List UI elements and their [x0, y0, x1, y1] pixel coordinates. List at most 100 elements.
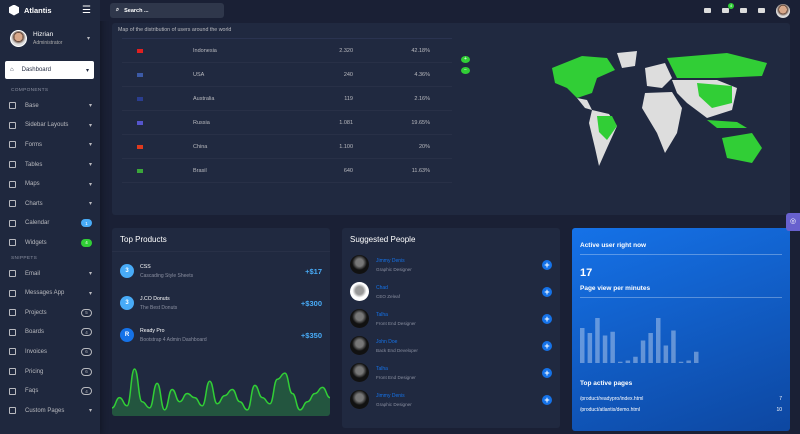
- sidebar-item-invoices[interactable]: Invoices 6: [0, 342, 100, 362]
- sidebar-item-pricing[interactable]: Pricing 6: [0, 362, 100, 382]
- pageview-bar: [640, 340, 646, 363]
- user-avatar[interactable]: [776, 3, 790, 18]
- add-person-button[interactable]: +: [542, 313, 552, 324]
- sidebar-item-calendar[interactable]: Calendar 1: [0, 214, 100, 234]
- top-products-card: Top Products 3 CSS Cascading Style Sheets +…: [112, 228, 330, 416]
- add-person-button[interactable]: +: [542, 394, 552, 405]
- user-percent: 42.18%: [411, 47, 430, 54]
- hamburger-menu-icon[interactable]: ☰: [82, 4, 91, 16]
- envelope-icon: [9, 270, 16, 278]
- flag-icon: [137, 48, 143, 53]
- add-person-button[interactable]: +: [542, 340, 552, 351]
- pageview-bar: [686, 360, 691, 363]
- person-name[interactable]: Jimmy Denis: [376, 392, 405, 399]
- sidebar-item-custom-pages[interactable]: Custom Pages ▾: [0, 401, 100, 421]
- suggested-people-title: Suggested People: [350, 235, 416, 244]
- product-desc: Bootstrap 4 Admin Dashboard: [140, 336, 207, 343]
- add-person-button[interactable]: +: [542, 367, 552, 378]
- person-name[interactable]: John Doe: [376, 338, 398, 345]
- flag-icon: [137, 144, 143, 149]
- person-name[interactable]: Jimmy Denis: [376, 257, 405, 264]
- map-zoom-in-button[interactable]: +: [461, 56, 470, 63]
- layers-icon[interactable]: [740, 8, 747, 13]
- bell-icon[interactable]: 4: [722, 3, 734, 13]
- search-icon: ⌕: [116, 7, 120, 13]
- page-path: /product/atlantis/demo.html: [580, 407, 641, 413]
- pageview-bar: [602, 335, 608, 363]
- person-item: Chad CEO Zeleaf +: [342, 278, 560, 305]
- user-percent: 19.65%: [411, 119, 430, 126]
- world-map[interactable]: [537, 48, 777, 178]
- user-profile[interactable]: Hizrian Administrator ▾: [0, 20, 100, 56]
- sidebar-item-charts[interactable]: Charts ▾: [0, 194, 100, 214]
- invoice-icon: [9, 348, 16, 356]
- logo[interactable]: Atlantis ☰: [0, 0, 100, 20]
- sidebar-item-sidebar-layouts[interactable]: Sidebar Layouts ▾: [0, 116, 100, 136]
- pageview-bar: [663, 345, 669, 363]
- map-indonesia: [707, 120, 747, 128]
- active-page-row[interactable]: /product/readypro/index.html 7: [580, 396, 782, 402]
- sidebar-item-base[interactable]: Base ▾: [0, 96, 100, 116]
- person-name[interactable]: Talha: [376, 365, 388, 372]
- sidebar-item-boards[interactable]: Boards 4: [0, 323, 100, 343]
- avatar: [350, 255, 369, 274]
- product-price: +$300: [300, 298, 322, 308]
- flag-icon: [137, 96, 143, 101]
- map-card: Map of the distribution of users around …: [112, 23, 790, 215]
- sidebar-item-dashboard[interactable]: ⌂ Dashboard ▾: [5, 61, 94, 79]
- sidebar-item-label: Maps: [25, 181, 40, 188]
- sidebar-item-label: Dashboard: [21, 67, 51, 73]
- sidebar-item-maps[interactable]: Maps ▾: [0, 174, 100, 194]
- person-job: CEO Zeleaf: [376, 293, 400, 299]
- caret-down-icon: ▾: [88, 271, 92, 278]
- pageview-bar: [648, 333, 653, 363]
- count-badge: 5: [81, 308, 92, 317]
- sidebar-item-label: Messages App: [25, 290, 65, 297]
- sidebar-item-widgets[interactable]: Widgets 4: [0, 233, 100, 253]
- search-input[interactable]: ⌕ Search ...: [110, 3, 224, 18]
- page-count: 10: [776, 407, 782, 413]
- add-person-button[interactable]: +: [542, 286, 552, 297]
- pageview-bar: [595, 318, 600, 363]
- product-name: J.CO Donuts: [140, 295, 170, 302]
- grid-icon[interactable]: [758, 8, 765, 13]
- envelope-icon[interactable]: [704, 8, 711, 13]
- pageview-bar: [618, 361, 623, 363]
- country-name: Russia: [193, 119, 210, 126]
- sidebar-item-faqs[interactable]: Faqs 4: [0, 381, 100, 401]
- sidebar-item-messages-app[interactable]: Messages App ▾: [0, 283, 100, 303]
- section-label-snippets: SNIPPETS: [11, 255, 38, 261]
- map-zoom-out-button[interactable]: −: [461, 67, 470, 74]
- paper-plane-icon: [9, 289, 16, 297]
- add-person-button[interactable]: +: [542, 259, 552, 270]
- map-north-america: [552, 56, 615, 98]
- pageview-title: Page view per minutes: [580, 285, 782, 298]
- sidebar-item-projects[interactable]: Projects 5: [0, 303, 100, 323]
- sidebar-item-label: Pricing: [25, 368, 44, 375]
- person-name[interactable]: Chad: [376, 284, 388, 291]
- map-greenland: [617, 51, 637, 68]
- sidebar-item-label: Forms: [25, 141, 42, 148]
- pageview-bar: [694, 351, 699, 363]
- map-europe: [645, 63, 672, 88]
- avatar: [10, 29, 27, 47]
- brand-name: Atlantis: [24, 5, 52, 15]
- sidebar-item-label: Projects: [25, 309, 47, 316]
- pageview-bar: [656, 318, 661, 363]
- count-badge: 1: [81, 219, 92, 228]
- caret-down-icon[interactable]: ▾: [86, 35, 90, 42]
- user-percent: 20%: [418, 143, 430, 150]
- active-page-row[interactable]: /product/atlantis/demo.html 10: [580, 407, 782, 413]
- user-percent: 11.63%: [411, 167, 430, 174]
- map-australia: [722, 133, 762, 163]
- sidebar-item-tables[interactable]: Tables ▾: [0, 155, 100, 175]
- active-users-title: Active user right now: [580, 228, 782, 255]
- pageview-bar: [625, 360, 631, 363]
- sidebar-item-forms[interactable]: Forms ▾: [0, 135, 100, 155]
- sidebar-item-email[interactable]: Email ▾: [0, 264, 100, 284]
- caret-down-icon: ▾: [88, 162, 92, 169]
- th-icon: [9, 328, 16, 336]
- sidebar-item-label: Calendar: [25, 220, 50, 227]
- person-name[interactable]: Talha: [376, 311, 388, 318]
- settings-toggle-button[interactable]: ◎: [786, 213, 800, 231]
